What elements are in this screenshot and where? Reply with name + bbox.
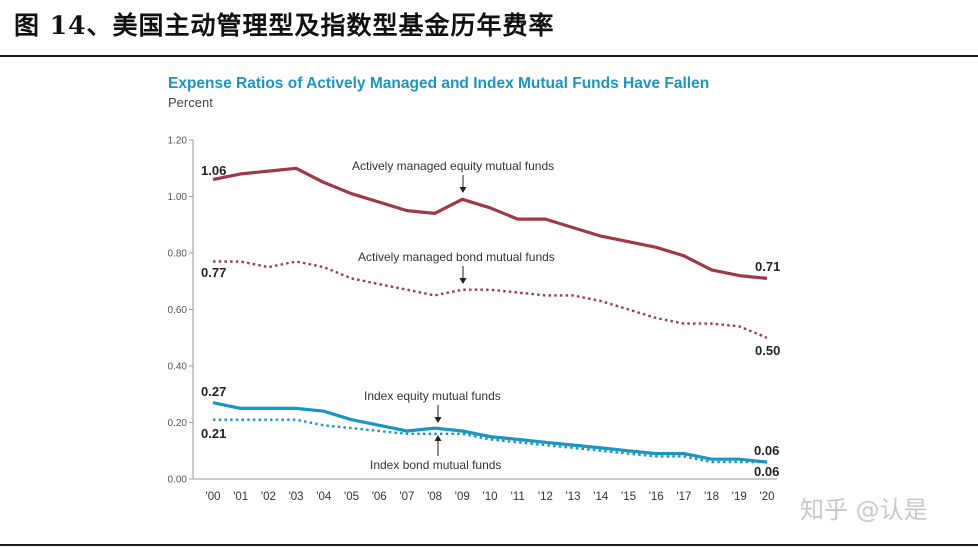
x-tick-label: '16 — [649, 491, 664, 503]
y-tick-label: 0.40 — [168, 362, 188, 373]
x-tick-label: '08 — [427, 491, 442, 503]
x-tick-label: '14 — [593, 491, 609, 503]
x-tick-label: '10 — [483, 491, 498, 503]
x-tick-label: '03 — [289, 491, 304, 503]
arrow-active-bond — [459, 266, 467, 284]
labels-layer: 1.06 0.71 0.77 0.50 0.27 0.06 0.21 0.06 … — [201, 159, 780, 479]
label-active-bond-end: 0.50 — [755, 343, 780, 358]
annotation-active-equity: Actively managed equity mutual funds — [352, 159, 554, 173]
series-line-index-equity-mutual-funds — [212, 401, 768, 464]
x-tick-label: '01 — [233, 491, 248, 503]
x-tick-label: '05 — [344, 491, 359, 503]
label-active-equity-end: 0.71 — [755, 259, 780, 274]
x-tick-label: '12 — [538, 491, 553, 503]
series-layer — [212, 166, 768, 464]
x-tick-label: '20 — [760, 491, 775, 503]
x-tick-label: '02 — [261, 491, 276, 503]
x-tick-label: '19 — [732, 491, 747, 503]
chart-title: Expense Ratios of Actively Managed and I… — [168, 75, 709, 92]
y-tick-label: 1.00 — [168, 192, 188, 203]
label-active-equity-start: 1.06 — [201, 163, 226, 178]
axes: 0.00 0.20 0.40 0.60 0.80 1.00 1.20 '00 '01 '02 '03… — [168, 136, 777, 503]
series-line-actively-managed-bond-mutual-funds — [213, 260, 768, 339]
x-tick-label: '04 — [316, 491, 332, 503]
label-index-bond-end: 0.06 — [754, 464, 779, 479]
y-tick-label: 0.60 — [168, 305, 188, 316]
bottom-rule — [0, 544, 978, 546]
series-line-index-bond-mutual-funds — [213, 418, 767, 464]
y-tick-label: 0.20 — [168, 418, 188, 429]
chart-ylabel: Percent — [168, 95, 213, 110]
arrow-active-equity — [459, 175, 467, 193]
arrow-index-equity — [434, 405, 442, 423]
y-tick-label: 0.80 — [168, 249, 188, 260]
y-tick-label: 0.00 — [168, 475, 188, 486]
x-tick-label: '06 — [372, 491, 387, 503]
x-tick-label: '17 — [676, 491, 691, 503]
series-line-actively-managed-equity-mutual-funds — [212, 166, 768, 280]
label-index-equity-end: 0.06 — [754, 443, 779, 458]
x-tick-label: '15 — [621, 491, 636, 503]
label-index-bond-start: 0.21 — [201, 426, 226, 441]
x-tick-label: '11 — [511, 491, 525, 503]
x-tick-label: '00 — [206, 491, 221, 503]
label-index-equity-start: 0.27 — [201, 384, 226, 399]
arrow-index-bond — [434, 435, 442, 456]
annotation-index-bond: Index bond mutual funds — [370, 458, 501, 472]
label-active-bond-start: 0.77 — [201, 265, 226, 280]
top-rule — [0, 55, 978, 57]
x-tick-label: '13 — [566, 491, 581, 503]
annotation-active-bond: Actively managed bond mutual funds — [358, 250, 555, 264]
y-tick-label: 1.20 — [168, 136, 188, 147]
x-tick-label: '18 — [704, 491, 719, 503]
x-tick-label: '07 — [399, 491, 414, 503]
watermark: 知乎 @认是 — [800, 496, 928, 524]
annotation-index-equity: Index equity mutual funds — [364, 389, 501, 403]
figure-title: 图 14、美国主动管理型及指数型基金历年费率 — [14, 11, 555, 40]
x-tick-label: '09 — [455, 491, 470, 503]
